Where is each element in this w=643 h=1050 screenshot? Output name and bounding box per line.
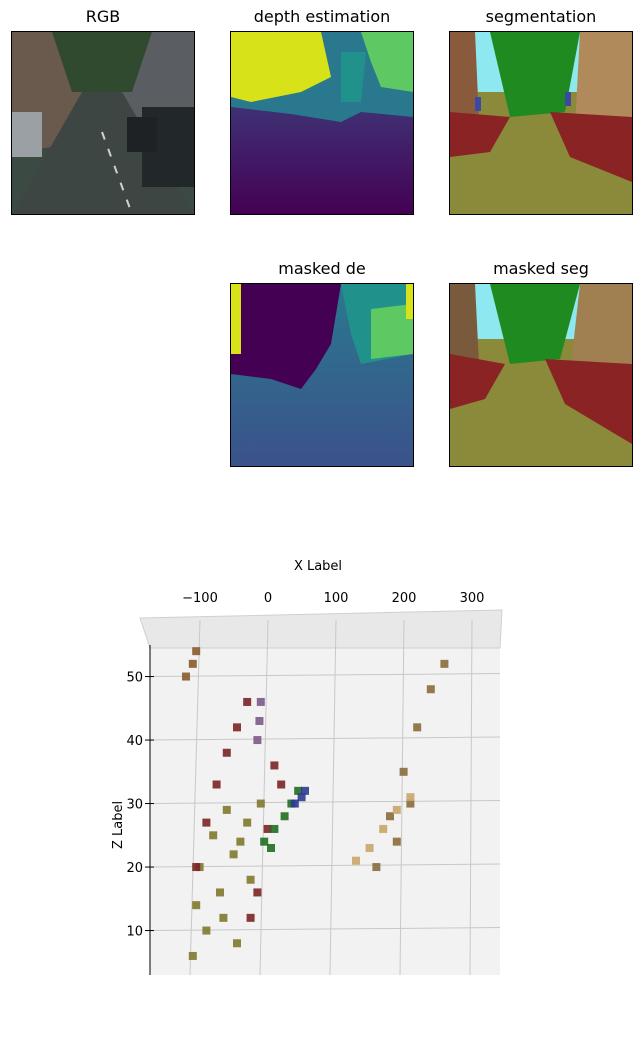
x-tick-label: 100 <box>324 591 349 606</box>
x-tick-label: 300 <box>460 591 485 606</box>
scatter-point <box>386 812 394 821</box>
z-tick-label: 50 <box>126 671 143 686</box>
scatter-point <box>263 824 272 833</box>
masked-segmentation-panel <box>449 283 633 467</box>
grid <box>149 619 501 976</box>
scatter-point <box>392 837 401 846</box>
z-tick-label: 40 <box>126 734 143 749</box>
masked-depth-panel <box>230 283 414 467</box>
scatter-point <box>209 831 218 840</box>
panel-title-masked-seg: masked seg <box>493 259 589 278</box>
scatter-point <box>192 901 201 910</box>
scatter-point <box>352 856 360 865</box>
scatter-point <box>392 805 401 814</box>
z-ticks: 10 20 30 40 50 <box>126 671 154 940</box>
depth-image <box>231 32 413 214</box>
panel-title-rgb: RGB <box>85 7 121 26</box>
scatter-point <box>188 951 197 960</box>
x-gridline <box>329 619 337 976</box>
scatter-point <box>267 844 275 852</box>
rgb-image-panel <box>11 31 195 215</box>
masked-depth-image <box>231 284 413 466</box>
depth-estimation-panel <box>230 31 414 215</box>
scatter-point <box>222 805 231 814</box>
scatter-point <box>413 723 422 732</box>
x-axis-label: X Label <box>294 559 342 574</box>
scatter-point <box>192 863 201 872</box>
scatter-point <box>280 812 289 821</box>
z-gridline <box>149 863 501 868</box>
z-tick-label: 30 <box>126 798 143 813</box>
scatter-point <box>219 913 228 922</box>
masked-segmentation-image <box>450 284 632 466</box>
panel-title-masked-depth: masked de <box>278 259 366 278</box>
x-tick-label: 200 <box>392 591 417 606</box>
scatter-point <box>246 913 255 922</box>
rgb-image <box>12 32 194 214</box>
panel-title-segmentation: segmentation <box>485 7 597 26</box>
z-tick-label: 10 <box>126 925 143 940</box>
scatter-point <box>256 799 265 808</box>
scatter-point <box>216 888 224 897</box>
scatter-point <box>182 672 190 681</box>
scatter-point <box>426 685 435 694</box>
z-axis-label: Z Label <box>111 801 126 849</box>
x-gridline <box>469 619 473 976</box>
x-ticks: −100 0 100 200 300 <box>182 591 484 606</box>
scatter-point <box>270 761 279 770</box>
scatter-point <box>192 647 201 656</box>
scatter-point <box>236 837 245 846</box>
scatter-point <box>188 659 197 668</box>
x-gridline <box>189 619 201 976</box>
scatter-point <box>243 818 252 827</box>
scatter-point <box>297 793 306 802</box>
x-gridline <box>259 619 269 976</box>
x-gridline <box>399 619 405 976</box>
scatter-point <box>260 837 269 846</box>
scatter-point <box>301 786 309 795</box>
scatter-point <box>229 850 238 859</box>
z-tick-label: 20 <box>126 861 143 876</box>
scatter-point <box>202 926 211 935</box>
panel-title-depth: depth estimation <box>253 7 391 26</box>
x-tick-label: 0 <box>264 591 272 606</box>
scatter-point <box>440 659 449 668</box>
scatter-point <box>256 697 265 706</box>
scatter-point <box>406 799 415 808</box>
scatter-point <box>372 863 381 872</box>
scatter-3d-plot: −100 0 100 200 300 10 20 30 40 50 X Label Z Labe… <box>111 559 503 976</box>
scatter-point <box>233 723 241 732</box>
z-gridline <box>149 800 501 805</box>
scatter-point <box>365 844 374 852</box>
scatter-point <box>202 818 211 827</box>
scatter-point <box>243 697 252 706</box>
scatter-point <box>399 767 408 776</box>
scatter-point <box>233 939 241 948</box>
scatter-point <box>222 748 231 757</box>
scatter-point <box>212 780 221 789</box>
segmentation-panel <box>449 31 633 215</box>
scatter-point <box>277 780 286 789</box>
x-tick-label: −100 <box>182 591 218 606</box>
scatter-point <box>255 717 264 725</box>
scatter-points <box>182 647 449 960</box>
panes <box>139 609 503 975</box>
scatter-point <box>253 888 262 897</box>
scatter-point <box>294 786 303 795</box>
scatter-point <box>290 799 299 808</box>
scatter-point <box>379 824 388 833</box>
scatter-point <box>246 875 255 884</box>
scatter-point <box>253 736 262 745</box>
scatter-point <box>270 824 279 833</box>
scatter-point <box>406 793 415 802</box>
z-gridline <box>149 736 501 741</box>
z-gridline <box>149 673 501 678</box>
segmentation-image <box>450 32 632 214</box>
